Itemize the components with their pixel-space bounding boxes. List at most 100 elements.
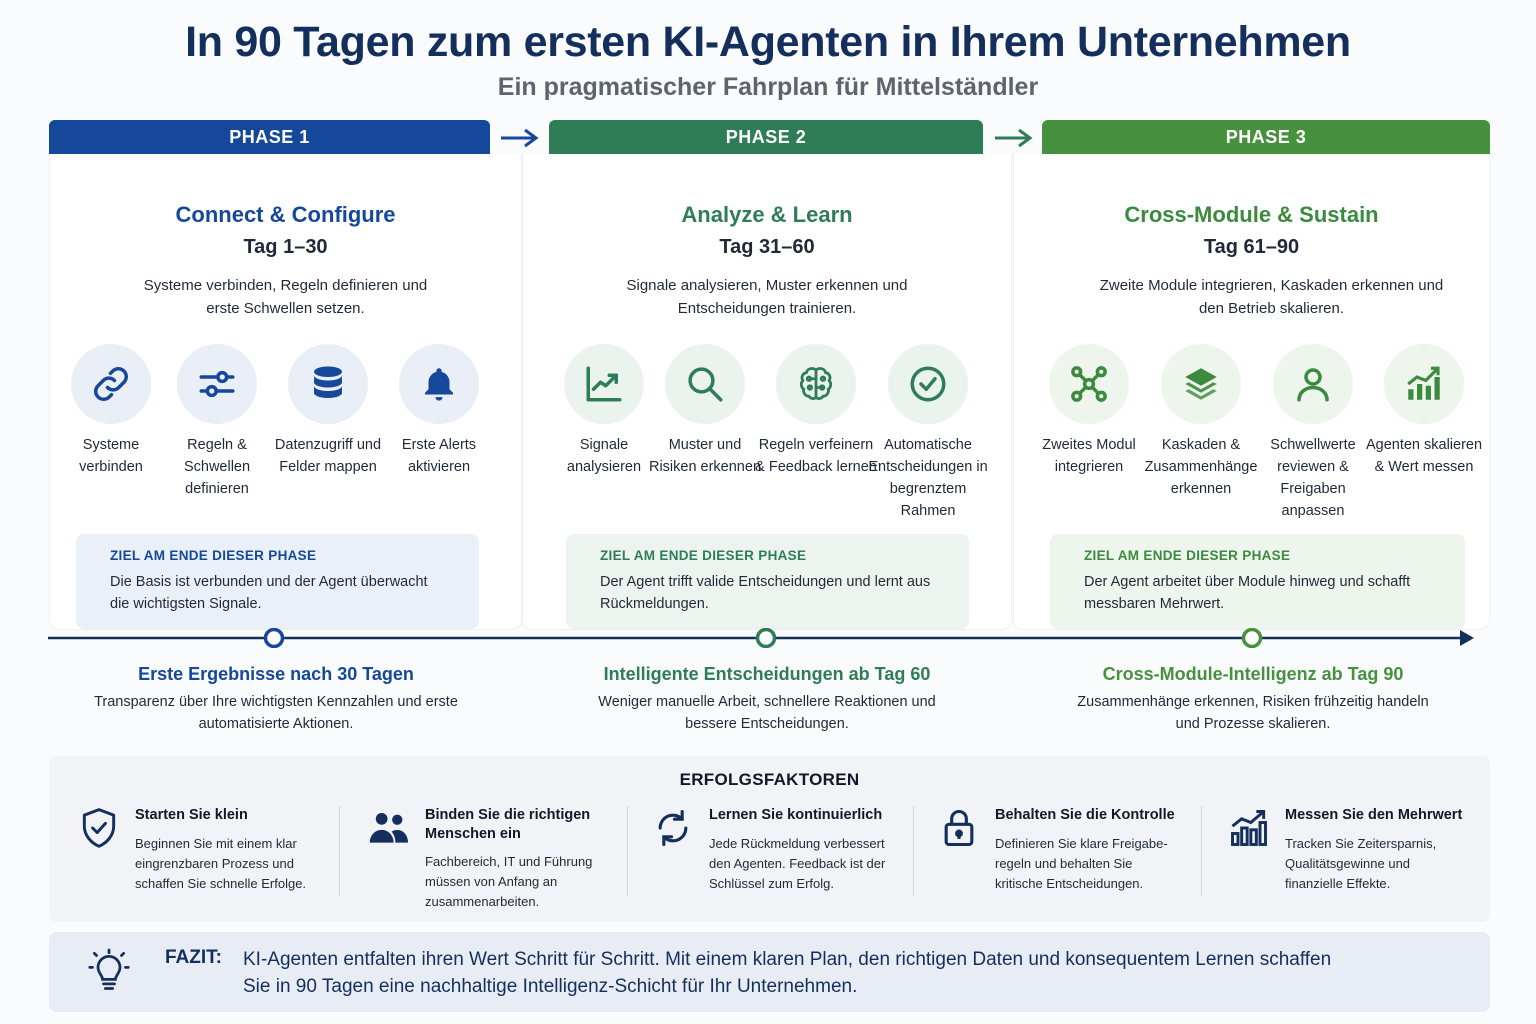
step: Signale analysieren (543, 344, 665, 478)
phase-card: Connect & Configure Tag 1–30 Systeme ver… (49, 154, 522, 630)
phase-1-column: PHASE 1 Connect & Configure Tag 1–30 Sys… (49, 120, 522, 630)
milestone: Intelligente Entscheidungen ab Tag 60 We… (582, 664, 952, 735)
step: Automatische Entscheidungen in begrenzte… (867, 344, 989, 522)
step: Schwellwerte reviewen & Freigaben anpass… (1252, 344, 1374, 522)
bell-icon (399, 344, 479, 424)
phase-header: PHASE 2 (549, 120, 983, 154)
step-label: Regeln & Schwellen definieren (183, 437, 251, 497)
goal-box: ZIEL AM ENDE DIESER PHASE Die Basis ist … (76, 534, 479, 629)
step: Zweites Modul integrieren (1028, 344, 1150, 478)
phase-days: Tag 61–90 (1203, 236, 1300, 258)
step: Regeln verfeinern & Feedback lernen (755, 344, 877, 478)
milestone-marker (1241, 628, 1263, 648)
step-label: Datenzugriff und Felder mappen (274, 437, 382, 475)
brain-icon (776, 344, 856, 424)
divider (1201, 806, 1202, 896)
phase-description: Systeme verbinden, Regeln definieren und… (143, 277, 428, 317)
milestone-title: Cross-Module-Intelligenz ab Tag 90 (1102, 664, 1404, 684)
step: Regeln & Schwellen definieren (156, 344, 278, 500)
success-factors-panel: ERFOLGSFAKTOREN Starten Sie klein Beginn… (49, 756, 1490, 922)
phase-card: Cross-Module & Sustain Tag 61–90 Zweite … (1013, 154, 1490, 630)
success-factors-title: ERFOLGSFAKTOREN (679, 770, 860, 789)
database-icon (288, 344, 368, 424)
milestone-title: Intelligente Entscheidungen ab Tag 60 (603, 664, 931, 684)
step-label: Systeme verbinden (79, 437, 143, 475)
step-label: Schwellwerte reviewen & Freigaben anpass… (1270, 437, 1356, 519)
phase-days: Tag 1–30 (243, 236, 328, 258)
milestone-text: Zusammenhänge erkennen, Risiken frühzeit… (1077, 694, 1429, 732)
phase-3-column: PHASE 3 Cross-Module & Sustain Tag 61–90… (1013, 120, 1490, 630)
divider (339, 806, 340, 896)
milestone-text: Weniger manuelle Arbeit, schnellere Reak… (598, 694, 936, 732)
phase-card: Analyze & Learn Tag 31–60 Signale analys… (522, 154, 1012, 630)
milestone-marker (263, 628, 285, 648)
user-icon (1273, 344, 1353, 424)
factor-text: Beginnen Sie mit einem klar eingrenzbare… (135, 836, 307, 891)
divider (913, 806, 914, 896)
milestone-title: Erste Ergebnisse nach 30 Tagen (138, 664, 414, 684)
phase-name: Analyze & Learn (681, 202, 853, 227)
factor-title: Binden Sie die richtigen Menschen ein (425, 807, 591, 842)
people-icon (369, 812, 409, 843)
phase-description: Zweite Module integrieren, Kaskaden erke… (1099, 277, 1444, 317)
goal-text: Der Agent trifft valide Entscheidungen u… (600, 574, 931, 612)
refresh-icon (658, 809, 688, 847)
milestone: Erste Ergebnisse nach 30 Tagen Transpare… (84, 664, 468, 735)
link-icon (71, 344, 151, 424)
phase-name: Cross-Module & Sustain (1124, 202, 1379, 227)
milestone: Cross-Module-Intelligenz ab Tag 90 Zusam… (1070, 664, 1436, 735)
goal-box: ZIEL AM ENDE DIESER PHASE Der Agent arbe… (1050, 534, 1465, 629)
arrow-right-icon (501, 128, 539, 148)
phase-description: Signale analysieren, Muster erkennen und… (626, 277, 908, 317)
goal-text: Der Agent arbeitet über Module hinweg un… (1084, 574, 1411, 612)
lock-icon (944, 810, 974, 847)
factor-title: Behalten Sie die Kontrolle (995, 807, 1175, 823)
goal-title: ZIEL AM ENDE DIESER PHASE (110, 548, 317, 563)
step: Kaskaden & Zusammenhänge erkennen (1140, 344, 1262, 500)
step-label: Signale analysieren (566, 437, 642, 475)
check-circle-icon (888, 344, 968, 424)
step-label: Automatische Entscheidungen in begrenzte… (868, 437, 988, 519)
shield-check-icon (82, 808, 116, 848)
page-subtitle: Ein pragmatischer Fahrplan für Mittelstä… (497, 73, 1039, 101)
step: Systeme verbinden (50, 344, 172, 478)
step-label: Erste Alerts aktivieren (401, 437, 477, 475)
divider (627, 806, 628, 896)
page-title: In 90 Tagen zum ersten KI-Agenten in Ihr… (185, 18, 1351, 66)
bar-chart-icon (1231, 810, 1267, 846)
step: Erste Alerts aktivieren (378, 344, 500, 478)
milestone-text: Transparenz über Ihre wichtigsten Kennza… (94, 694, 458, 732)
goal-text: Die Basis ist verbunden und der Agent üb… (110, 574, 428, 612)
fazit-banner: FAZIT: KI-Agenten entfalten ihren Wert S… (49, 932, 1490, 1012)
step-label: Regeln verfeinern & Feedback lernen (755, 437, 877, 475)
layers-icon (1161, 344, 1241, 424)
step: Datenzugriff und Felder mappen (267, 344, 389, 478)
goal-title: ZIEL AM ENDE DIESER PHASE (1084, 548, 1291, 563)
phase-days: Tag 31–60 (719, 236, 815, 258)
factor-text: Jede Rückmeldung verbessert den Agenten.… (709, 836, 886, 891)
phase-header: PHASE 1 (49, 120, 490, 154)
factor-text: Tracken Sie Zeitersparnis, Qualitätsgewi… (1285, 836, 1437, 891)
growth-chart-icon (1384, 344, 1464, 424)
step: Muster und Risiken erkennen (644, 344, 766, 478)
step-label: Zweites Modul integrieren (1042, 437, 1136, 475)
factor-title: Lernen Sie kontinuierlich (709, 807, 883, 823)
step-label: Kaskaden & Zusammenhänge erkennen (1144, 437, 1258, 497)
phase-2-column: PHASE 2 Analyze & Learn Tag 31–60 Signal… (522, 120, 1012, 630)
step-label: Muster und Risiken erkennen (648, 437, 762, 475)
fazit-text: KI-Agenten entfalten ihren Wert Schritt … (243, 949, 1332, 997)
goal-box: ZIEL AM ENDE DIESER PHASE Der Agent trif… (566, 534, 969, 629)
network-icon (1049, 344, 1129, 424)
magnifier-icon (665, 344, 745, 424)
step-label: Agenten skalieren & Wert messen (1365, 437, 1483, 475)
factor-text: Definieren Sie klare Freigabe-regeln und… (995, 836, 1168, 891)
phase-header: PHASE 3 (1042, 120, 1490, 154)
factor-title: Messen Sie den Mehrwert (1285, 807, 1463, 823)
goal-title: ZIEL AM ENDE DIESER PHASE (600, 548, 807, 563)
phase-name: Connect & Configure (175, 202, 396, 227)
sliders-icon (177, 344, 257, 424)
timeline (48, 628, 1474, 648)
factor-title: Starten Sie klein (135, 807, 248, 823)
factor-text: Fachbereich, IT und Führung müssen von A… (425, 854, 593, 909)
step: Agenten skalieren & Wert messen (1363, 344, 1485, 478)
